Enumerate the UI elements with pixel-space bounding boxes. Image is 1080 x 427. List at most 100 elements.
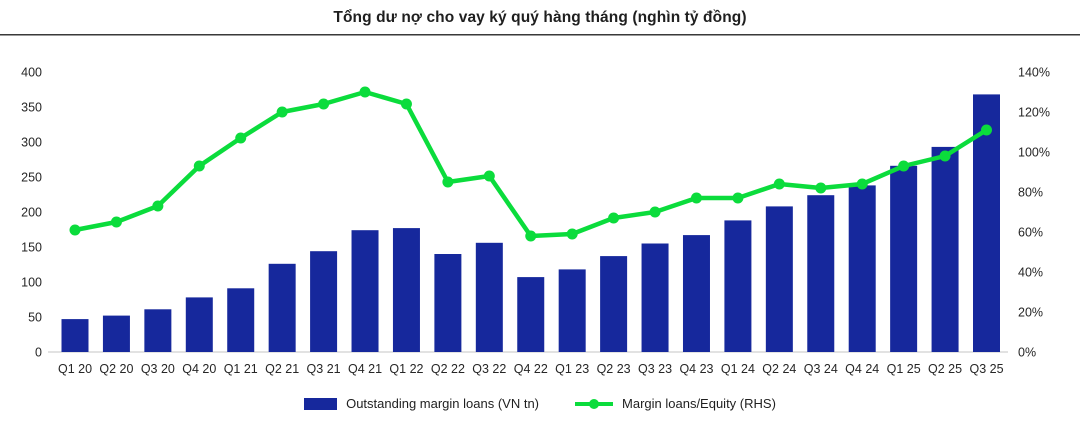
- x-axis-label: Q2 24: [762, 362, 796, 376]
- bar-Q2-22: [434, 254, 462, 352]
- ratio-point-Q4-20: [193, 160, 205, 172]
- ratio-point-Q1-21: [235, 132, 247, 144]
- x-axis-label: Q3 25: [969, 362, 1003, 376]
- ratio-point-Q4-24: [856, 178, 868, 190]
- bar-Q2-21: [268, 263, 296, 352]
- x-axis-label: Q1 22: [389, 362, 423, 376]
- ratio-point-Q3-20: [152, 200, 164, 212]
- bar-Q2-20: [102, 315, 130, 352]
- ratio-point-Q1-24: [732, 192, 744, 204]
- line-series-swatch: [575, 398, 614, 410]
- legend-entry-line: Margin loans/Equity (RHS): [575, 396, 776, 411]
- title-divider: [0, 34, 1080, 36]
- y-axis-right-tick: 80%: [1018, 186, 1043, 200]
- y-axis-right-tick: 20%: [1018, 306, 1043, 320]
- bar-Q1-20: [61, 319, 89, 352]
- ratio-point-Q3-21: [318, 98, 330, 110]
- y-axis-left-tick: 50: [28, 311, 42, 325]
- ratio-point-Q2-21: [276, 106, 288, 118]
- ratio-point-Q4-23: [690, 192, 702, 204]
- y-axis-right-tick: 140%: [1018, 66, 1050, 80]
- bar-Q3-20: [144, 309, 172, 352]
- y-axis-left-tick: 100: [21, 276, 42, 290]
- ratio-point-Q4-21: [359, 86, 371, 98]
- y-axis-right: 0% 20% 40% 60% 80% 100% 120% 140%: [1018, 66, 1050, 360]
- y-axis-left-tick: 0: [35, 346, 42, 360]
- x-axis-label: Q3 21: [307, 362, 341, 376]
- x-axis-label: Q4 23: [679, 362, 713, 376]
- bar-series-swatch: [304, 397, 338, 410]
- x-axis-label: Q4 22: [514, 362, 548, 376]
- chart-title: Tổng dư nợ cho vay ký quý hàng tháng (ng…: [333, 9, 747, 26]
- bar-Q2-23: [600, 256, 628, 352]
- ratio-point-Q3-22: [483, 170, 495, 182]
- legend-label-line: Margin loans/Equity (RHS): [622, 396, 776, 411]
- x-axis-label: Q3 22: [472, 362, 506, 376]
- ratio-point-Q3-25: [981, 124, 992, 136]
- x-axis-label: Q1 23: [555, 362, 589, 376]
- bars-group: [61, 94, 1000, 353]
- x-axis-label: Q3 24: [804, 362, 838, 376]
- bar-Q1-21: [227, 288, 255, 352]
- y-axis-right-tick: 100%: [1018, 146, 1050, 160]
- y-axis-right-tick: 120%: [1018, 106, 1050, 120]
- ratio-point-Q3-23: [649, 206, 661, 218]
- bar-Q1-23: [558, 269, 586, 352]
- y-axis-right-tick: 40%: [1018, 266, 1043, 280]
- ratio-point-Q2-25: [939, 150, 951, 162]
- x-axis-label: Q1 21: [224, 362, 258, 376]
- ratio-point-Q2-22: [442, 176, 454, 188]
- bar-Q3-24: [807, 195, 835, 352]
- ratio-point-Q1-20: [69, 224, 81, 236]
- x-axis-label: Q2 20: [99, 362, 133, 376]
- bar-Q1-25: [890, 165, 918, 352]
- x-axis-label: Q4 21: [348, 362, 382, 376]
- x-axis-label: Q2 21: [265, 362, 299, 376]
- y-axis-left: 0 50 100 150 200 250 300 350 400: [21, 66, 42, 360]
- x-axis: Q1 20 Q2 20 Q3 20 Q4 20 Q1 21 Q2 21 Q3 21 Q4 21…: [58, 362, 1004, 376]
- x-axis-label: Q2 23: [597, 362, 631, 376]
- y-axis-left-tick: 300: [21, 136, 42, 150]
- ratio-point-Q3-24: [815, 182, 827, 194]
- legend-label-bars: Outstanding margin loans (VN tn): [346, 396, 540, 411]
- y-axis-left-tick: 150: [21, 241, 42, 255]
- x-axis-label: Q3 20: [141, 362, 175, 376]
- x-axis-label: Q3 23: [638, 362, 672, 376]
- ratio-point-Q4-22: [525, 230, 537, 242]
- bar-Q4-21: [351, 230, 379, 352]
- x-axis-label: Q1 25: [887, 362, 921, 376]
- ratio-point-Q1-25: [898, 160, 910, 172]
- x-axis-label: Q2 22: [431, 362, 465, 376]
- bar-Q4-23: [682, 235, 710, 352]
- y-axis-left-tick: 250: [21, 171, 42, 185]
- bar-Q4-20: [185, 297, 213, 352]
- chart-legend: Outstanding margin loans (VN tn) Margin …: [0, 396, 1080, 411]
- x-axis-label: Q4 20: [182, 362, 216, 376]
- bar-Q2-24: [765, 206, 793, 352]
- y-axis-left-tick: 400: [21, 66, 42, 80]
- ratio-point-Q1-22: [400, 98, 412, 110]
- y-axis-right-tick: 60%: [1018, 226, 1043, 240]
- ratio-point-Q2-23: [608, 212, 620, 224]
- bar-Q3-23: [641, 243, 669, 352]
- bar-Q3-21: [310, 251, 338, 352]
- legend-entry-bars: Outstanding margin loans (VN tn): [304, 396, 539, 411]
- ratio-point-Q2-20: [110, 216, 122, 228]
- bar-Q1-22: [392, 228, 420, 352]
- x-axis-label: Q1 24: [721, 362, 755, 376]
- line-group: [69, 86, 992, 242]
- combo-chart: 0 50 100 150 200 250 300 350 400 0% 20% 40% 60% 80% 10…: [21, 66, 1050, 377]
- y-axis-right-tick: 0%: [1018, 346, 1036, 360]
- x-axis-label: Q4 24: [845, 362, 879, 376]
- ratio-point-Q1-23: [566, 228, 578, 240]
- bar-Q4-24: [848, 185, 876, 352]
- bar-Q4-22: [517, 277, 545, 352]
- bar-Q2-25: [931, 146, 959, 352]
- ratio-point-Q2-24: [773, 178, 785, 190]
- x-axis-label: Q2 25: [928, 362, 962, 376]
- y-axis-left-tick: 350: [21, 101, 42, 115]
- x-axis-label: Q1 20: [58, 362, 92, 376]
- bar-Q1-24: [724, 220, 752, 352]
- bar-Q3-22: [475, 242, 503, 352]
